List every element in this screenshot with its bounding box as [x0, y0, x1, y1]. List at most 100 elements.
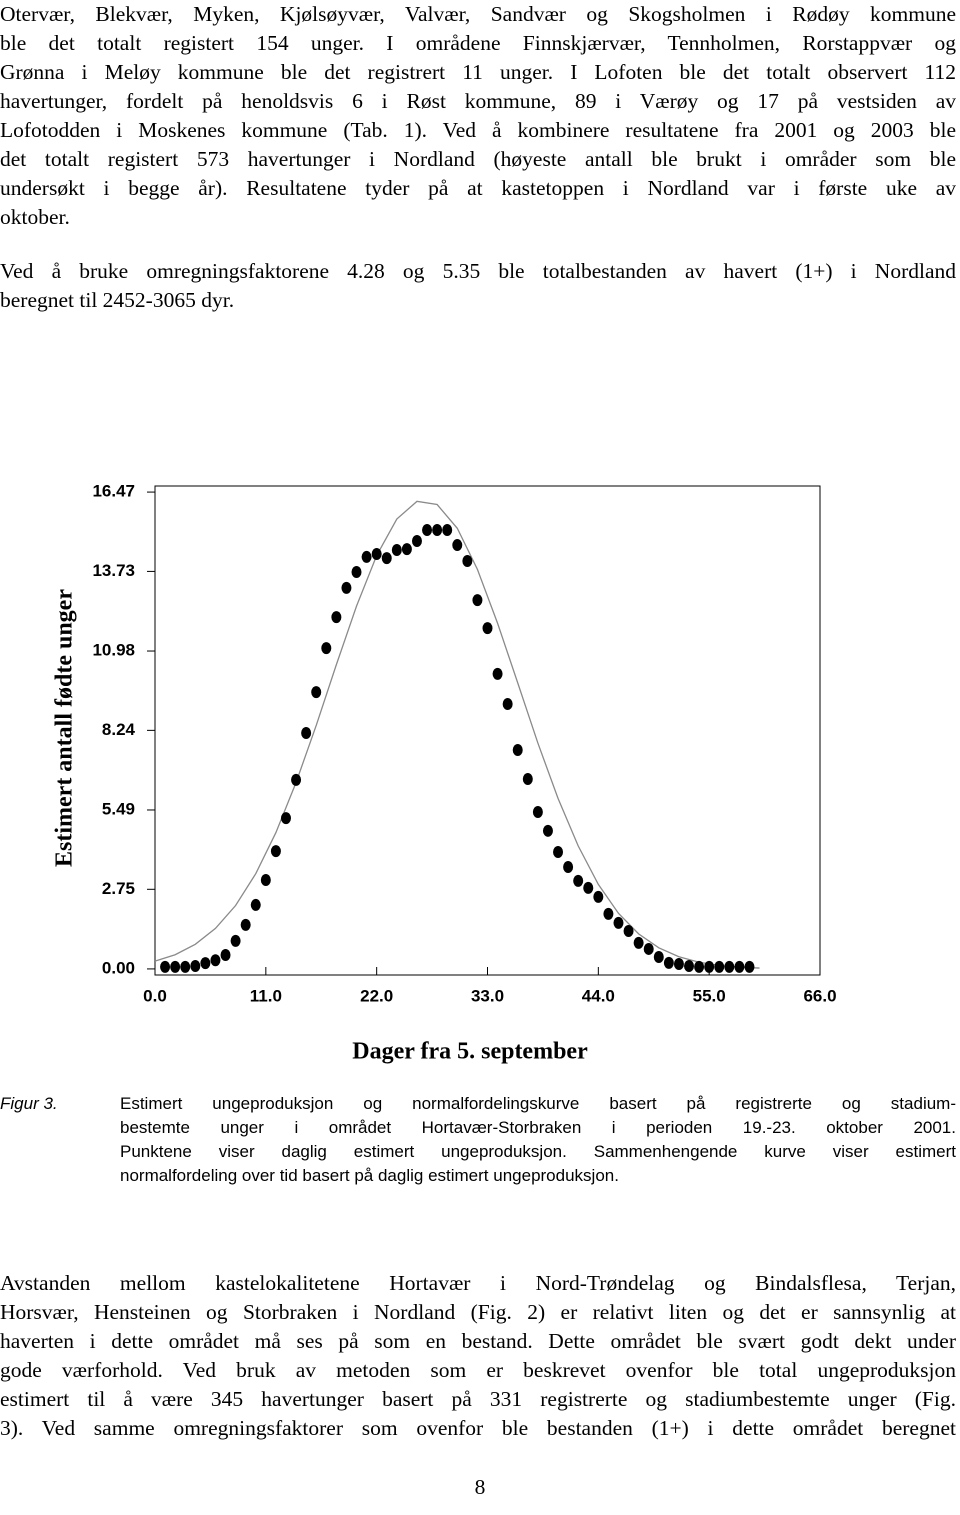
data-point: [381, 552, 392, 565]
data-point: [472, 594, 483, 607]
data-point: [673, 957, 684, 970]
y-tick-label: 8.24: [102, 720, 136, 739]
caption-label: Figur 3.: [0, 1094, 58, 1113]
x-tick-label: 66.0: [803, 986, 836, 1005]
data-point: [270, 845, 281, 858]
data-point: [553, 845, 564, 858]
data-point: [280, 812, 291, 825]
data-point: [371, 548, 382, 561]
data-point: [694, 960, 705, 973]
data-point: [411, 535, 422, 548]
data-point: [301, 726, 312, 739]
data-point: [512, 744, 523, 757]
data-point: [230, 934, 241, 947]
y-tick-label: 16.47: [92, 482, 135, 501]
data-point: [744, 960, 755, 973]
text-line: 3). Ved samme omregningsfaktorer som ove…: [0, 1416, 956, 1440]
x-tick-label: 0.0: [143, 986, 167, 1005]
caption-line: normalfordeling over tid basert på dagli…: [120, 1166, 619, 1185]
text-line: undersøkt i begge år). Resultatene tyder…: [0, 176, 956, 200]
y-tick-label: 10.98: [92, 641, 135, 660]
data-point: [291, 773, 302, 786]
data-point: [321, 642, 332, 655]
data-point: [160, 960, 171, 973]
text-line: oktober.: [0, 205, 70, 229]
data-point: [210, 954, 221, 967]
data-point: [633, 936, 644, 949]
data-point: [583, 881, 594, 894]
data-point: [341, 581, 352, 594]
data-point: [502, 698, 513, 711]
data-point: [603, 907, 614, 920]
data-point: [401, 543, 412, 556]
text-line: havertunger, fordelt på henoldsvis 6 i R…: [0, 89, 956, 113]
y-tick-label: 0.00: [102, 958, 135, 977]
data-point: [250, 898, 261, 911]
data-point: [170, 960, 181, 973]
data-point: [522, 772, 533, 785]
data-point: [492, 667, 503, 680]
page-number: 8: [474, 1475, 486, 1499]
data-point: [311, 686, 322, 699]
x-axis-title: Dager fra 5. september: [352, 1039, 588, 1065]
data-point: [704, 960, 715, 973]
x-tick-label: 44.0: [582, 986, 615, 1005]
text-line: ble det totalt registert 154 unger. I om…: [0, 31, 956, 55]
data-point: [663, 956, 674, 969]
fit-curve: [154, 500, 760, 969]
caption-line: Punktene viser daglig estimert ungeprodu…: [120, 1142, 956, 1161]
text-line: Otervær, Blekvær, Myken, Kjølsøyvær, Val…: [0, 2, 956, 26]
text-line: Grønna i Meløy kommune ble det registrer…: [0, 60, 956, 84]
x-tick-label: 22.0: [360, 986, 393, 1005]
data-point: [190, 960, 201, 973]
text-line: Lofotodden i Moskenes kommune (Tab. 1). …: [0, 118, 956, 142]
data-point: [452, 539, 463, 552]
data-point: [734, 960, 745, 973]
data-point: [260, 874, 271, 887]
text-line: Avstanden mellom kastelokalitetene Horta…: [0, 1271, 956, 1295]
data-point: [714, 960, 725, 973]
text-line: beregnet til 2452-3065 dyr.: [0, 288, 235, 312]
data-point: [653, 951, 664, 964]
text-line: haverten i dette området må ses på som e…: [0, 1329, 956, 1353]
data-point: [593, 890, 604, 903]
caption-line: bestemte unger i området Hortavær-Storbr…: [120, 1118, 956, 1137]
text-line: det totalt registert 573 havertunger i N…: [0, 147, 956, 171]
data-point: [361, 550, 372, 563]
x-tick-label: 11.0: [250, 986, 282, 1005]
data-point: [351, 565, 362, 578]
data-point: [542, 824, 553, 837]
x-tick-label: 33.0: [471, 986, 504, 1005]
data-point: [442, 524, 453, 537]
text-line: Ved å bruke omregningsfaktorene 4.28 og …: [0, 259, 956, 283]
text-line: gode værforhold. Ved bruk av metoden som…: [0, 1358, 956, 1382]
text-line: Horsvær, Hensteinen og Storbraken i Nord…: [0, 1300, 956, 1324]
y-tick-label: 2.75: [102, 879, 135, 898]
data-point: [482, 622, 493, 635]
data-point: [613, 916, 624, 929]
data-point: [573, 874, 584, 887]
data-point: [643, 942, 654, 955]
data-point: [532, 806, 543, 818]
data-point: [563, 861, 574, 874]
data-point: [462, 554, 473, 567]
data-point: [724, 960, 735, 973]
data-point: [684, 960, 695, 973]
data-point: [422, 524, 433, 537]
data-point: [240, 918, 251, 931]
data-point: [331, 611, 342, 624]
data-point: [180, 960, 191, 973]
y-axis-title: Estimert antall fødte unger: [52, 589, 78, 867]
x-tick-label: 55.0: [693, 986, 726, 1005]
caption-line: Estimert ungeproduksjon og normalfordeli…: [120, 1094, 956, 1113]
data-point: [220, 949, 231, 962]
y-tick-label: 13.73: [92, 561, 135, 580]
data-point: [200, 957, 211, 970]
data-point: [432, 524, 443, 537]
text-line: estimert til å være 345 havertunger base…: [0, 1387, 956, 1411]
data-point: [623, 924, 634, 937]
data-point: [391, 543, 402, 556]
y-tick-label: 5.49: [102, 799, 135, 818]
